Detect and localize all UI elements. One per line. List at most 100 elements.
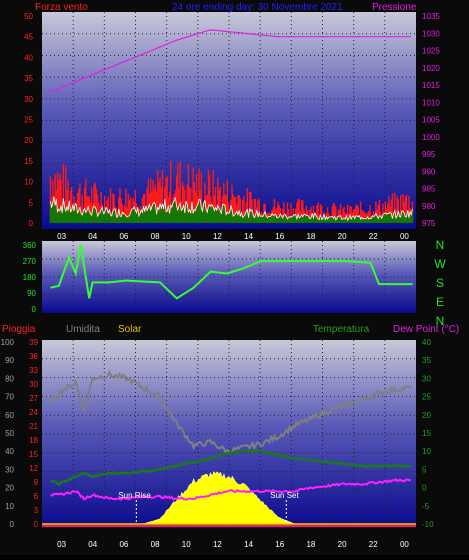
humidity-tick-label: 60 bbox=[5, 411, 14, 420]
temperature-tick-label: 35 bbox=[422, 356, 431, 365]
wind-tick-label: 0 bbox=[29, 219, 34, 228]
pressure-right-axis: 975 980 985 990 995 1000 1005 1010 1015 1020 1025 1… bbox=[422, 12, 440, 228]
wind-tick-label: 15 bbox=[24, 157, 33, 166]
wind-left-axis: 0 5 10 15 20 25 30 35 40 45 50 bbox=[24, 12, 33, 228]
compass-label: N bbox=[436, 238, 445, 252]
wind-tick-label: 25 bbox=[24, 116, 33, 125]
pressure-tick-label: 1015 bbox=[422, 81, 440, 90]
wind-tick-label: 45 bbox=[24, 33, 33, 42]
temp-x-axis: 03 04 06 08 10 12 14 16 18 20 22 00 bbox=[57, 540, 409, 549]
rain-title: Pioggia bbox=[2, 324, 36, 335]
temp-series bbox=[42, 369, 416, 527]
humidity-title: Umidita bbox=[66, 324, 100, 335]
x-tick-label: 10 bbox=[182, 540, 191, 549]
humidity-tick-label: 70 bbox=[5, 393, 14, 402]
rain-tick-label: 0 bbox=[34, 520, 39, 529]
wind-x-axis: 03 04 06 08 10 12 14 16 18 20 22 00 bbox=[57, 232, 409, 241]
x-tick-label: 18 bbox=[306, 540, 315, 549]
direction-tick-label: 0 bbox=[32, 305, 37, 314]
direction-tick-label: 360 bbox=[23, 241, 37, 250]
humidity-tick-label: 100 bbox=[1, 338, 15, 347]
temperature-tick-label: 40 bbox=[422, 338, 431, 347]
compass-label: S bbox=[436, 276, 444, 290]
humidity-tick-label: 50 bbox=[5, 429, 14, 438]
dewpoint-line bbox=[50, 478, 412, 501]
x-tick-label: 06 bbox=[119, 232, 128, 241]
pressure-tick-label: 1000 bbox=[422, 133, 440, 142]
pressure-tick-label: 990 bbox=[422, 167, 436, 176]
rain-tick-label: 39 bbox=[29, 338, 38, 347]
humidity-axis: 0 10 20 30 40 50 60 70 80 90 100 bbox=[1, 338, 15, 529]
rain-tick-label: 24 bbox=[29, 408, 38, 417]
temperature-tick-label: -10 bbox=[422, 520, 434, 529]
humidity-tick-label: 40 bbox=[5, 447, 14, 456]
temperature-tick-label: 20 bbox=[422, 411, 431, 420]
direction-tick-label: 270 bbox=[23, 257, 37, 266]
humidity-tick-label: 30 bbox=[5, 465, 14, 474]
compass-label: E bbox=[436, 295, 444, 309]
x-tick-label: 03 bbox=[57, 540, 66, 549]
x-tick-label: 20 bbox=[338, 540, 347, 549]
direction-grid bbox=[42, 241, 416, 313]
pressure-tick-label: 1005 bbox=[422, 116, 440, 125]
temperature-tick-label: 10 bbox=[422, 447, 431, 456]
humidity-tick-label: 80 bbox=[5, 374, 14, 383]
dewpoint-title: Dew Point (°C) bbox=[393, 324, 459, 335]
x-tick-label: 10 bbox=[182, 232, 191, 241]
rain-tick-label: 21 bbox=[29, 422, 38, 431]
solar-title: Solar bbox=[118, 324, 142, 335]
x-tick-label: 22 bbox=[369, 232, 378, 241]
pressure-tick-label: 1030 bbox=[422, 29, 440, 38]
rain-tick-label: 18 bbox=[29, 436, 38, 445]
x-tick-label: 16 bbox=[275, 232, 284, 241]
x-tick-label: 04 bbox=[88, 232, 97, 241]
x-tick-label: 04 bbox=[88, 540, 97, 549]
pressure-title: Pressione bbox=[372, 2, 417, 13]
humidity-tick-label: 90 bbox=[5, 356, 14, 365]
sun-set-label: Sun Set bbox=[270, 491, 299, 500]
temperature-axis: -10 -5 0 5 10 15 20 25 30 35 40 bbox=[422, 338, 434, 529]
pressure-tick-label: 980 bbox=[422, 202, 436, 211]
wind-mean-line bbox=[50, 196, 413, 222]
pressure-tick-label: 1020 bbox=[422, 64, 440, 73]
rain-tick-label: 33 bbox=[29, 366, 38, 375]
rain-tick-label: 12 bbox=[29, 464, 38, 473]
x-tick-label: 12 bbox=[213, 540, 222, 549]
period-title: 24 ore ending day: 30 Novembre 2021 bbox=[172, 2, 343, 13]
temperature-tick-label: 30 bbox=[422, 374, 431, 383]
x-tick-label: 08 bbox=[151, 232, 160, 241]
x-tick-label: 00 bbox=[400, 540, 409, 549]
wind-tick-label: 50 bbox=[24, 12, 33, 21]
pressure-line bbox=[50, 29, 411, 93]
wind-grid bbox=[42, 12, 416, 229]
x-tick-label: 22 bbox=[369, 540, 378, 549]
wind-tick-label: 30 bbox=[24, 95, 33, 104]
wind-title: Forza vento bbox=[35, 2, 88, 13]
compass-label: N bbox=[436, 314, 445, 328]
pressure-tick-label: 995 bbox=[422, 150, 436, 159]
pressure-tick-label: 1035 bbox=[422, 12, 440, 21]
x-tick-label: 20 bbox=[338, 232, 347, 241]
direction-tick-label: 180 bbox=[23, 273, 37, 282]
x-tick-label: 03 bbox=[57, 232, 66, 241]
x-tick-label: 16 bbox=[275, 540, 284, 549]
humidity-tick-label: 0 bbox=[10, 520, 15, 529]
direction-tick-label: 90 bbox=[27, 289, 36, 298]
direction-left-axis: 0 90 180 270 360 bbox=[23, 241, 37, 314]
wind-tick-label: 20 bbox=[24, 136, 33, 145]
x-tick-label: 12 bbox=[213, 232, 222, 241]
wind-series bbox=[49, 29, 414, 223]
temperature-tick-label: 5 bbox=[422, 465, 427, 474]
x-tick-label: 18 bbox=[306, 232, 315, 241]
temperature-tick-label: -5 bbox=[422, 502, 430, 511]
x-tick-label: 08 bbox=[151, 540, 160, 549]
direction-series bbox=[50, 244, 413, 300]
temperature-tick-label: 25 bbox=[422, 393, 431, 402]
rain-tick-label: 6 bbox=[34, 492, 39, 501]
x-tick-label: 14 bbox=[244, 540, 253, 549]
temperature-title: Temperatura bbox=[313, 324, 370, 335]
temperature-line bbox=[50, 449, 411, 487]
